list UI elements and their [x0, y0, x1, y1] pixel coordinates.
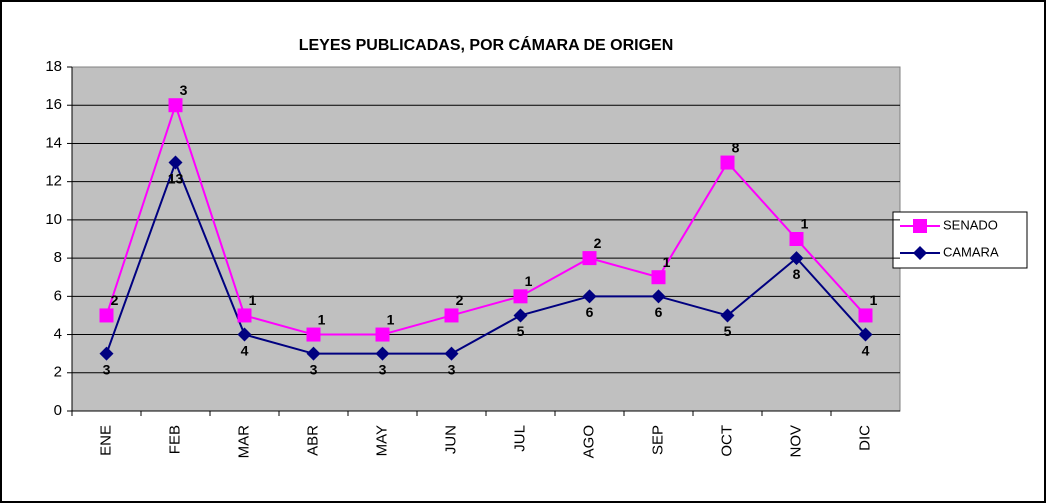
data-point [582, 289, 597, 304]
data-point [789, 232, 804, 246]
legend-marker [913, 219, 927, 233]
series-line [105, 159, 867, 355]
data-point [513, 308, 528, 323]
data-point [513, 289, 528, 304]
data-point [375, 327, 390, 342]
x-tick-label: SEP [649, 425, 666, 455]
data-label: 3 [103, 361, 111, 377]
data-label: 8 [732, 139, 740, 155]
data-point [237, 308, 252, 323]
x-tick-label: NOV [787, 425, 804, 458]
data-label: 1 [525, 273, 533, 289]
data-point [720, 155, 735, 170]
x-tick-label: ABR [304, 425, 321, 456]
x-tick-label: JUL [511, 425, 528, 452]
plot-area [71, 66, 901, 412]
data-label: 5 [517, 323, 525, 339]
data-point [306, 346, 321, 361]
y-tick-label: 10 [45, 211, 62, 228]
legend-label: SENADO [943, 217, 998, 232]
data-label: 1 [387, 311, 395, 327]
data-point [237, 327, 252, 342]
legend-marker [913, 246, 927, 260]
data-label: 6 [655, 304, 663, 320]
data-label: 1 [318, 311, 326, 327]
data-label: 13 [168, 170, 184, 186]
data-point [306, 327, 321, 342]
data-point [99, 308, 114, 323]
data-point [168, 98, 183, 113]
legend-label: CAMARA [943, 244, 999, 259]
data-label: 4 [862, 342, 870, 358]
y-tick-label: 18 [45, 58, 62, 75]
data-label: 1 [801, 216, 809, 232]
series-line [105, 102, 867, 336]
data-label: 1 [663, 254, 671, 270]
x-tick-label: AGO [580, 425, 597, 458]
data-label: 8 [793, 266, 801, 282]
data-label: 6 [586, 304, 594, 320]
data-label: 4 [241, 342, 249, 358]
chart-title: LEYES PUBLICADAS, POR CÁMARA DE ORIGEN [299, 35, 674, 54]
data-label: 5 [724, 323, 732, 339]
data-point [375, 346, 390, 361]
data-point [444, 308, 459, 323]
y-tick-label: 0 [54, 402, 62, 419]
data-point [99, 346, 114, 361]
data-point [858, 308, 873, 323]
data-label: 3 [310, 361, 318, 377]
x-tick-label: MAR [235, 425, 252, 459]
y-tick-label: 8 [54, 249, 62, 266]
x-tick-label: FEB [166, 425, 183, 454]
data-point [720, 308, 735, 323]
data-point [582, 251, 597, 266]
y-tick-label: 4 [54, 326, 62, 343]
data-label: 2 [594, 235, 602, 251]
y-tick-label: 16 [45, 96, 62, 113]
x-tick-label: OCT [718, 425, 735, 457]
data-label: 3 [379, 361, 387, 377]
data-point [168, 155, 183, 170]
y-tick-label: 14 [45, 134, 62, 151]
data-point [858, 327, 873, 342]
data-point [444, 346, 459, 361]
y-tick-label: 6 [54, 287, 62, 304]
data-label: 1 [870, 292, 878, 308]
y-tick-label: 2 [54, 364, 62, 381]
x-tick-label: JUN [442, 425, 459, 454]
data-label: 3 [180, 82, 188, 98]
data-label: 3 [448, 361, 456, 377]
y-tick-label: 12 [45, 173, 62, 190]
data-point [789, 251, 804, 266]
data-point [651, 289, 666, 304]
data-label: 1 [249, 292, 257, 308]
data-point [651, 270, 666, 285]
x-tick-label: MAY [373, 425, 390, 456]
data-label: 2 [456, 292, 464, 308]
x-tick-label: ENE [97, 425, 114, 456]
x-tick-label: DIC [856, 425, 873, 451]
data-label: 2 [111, 292, 119, 308]
